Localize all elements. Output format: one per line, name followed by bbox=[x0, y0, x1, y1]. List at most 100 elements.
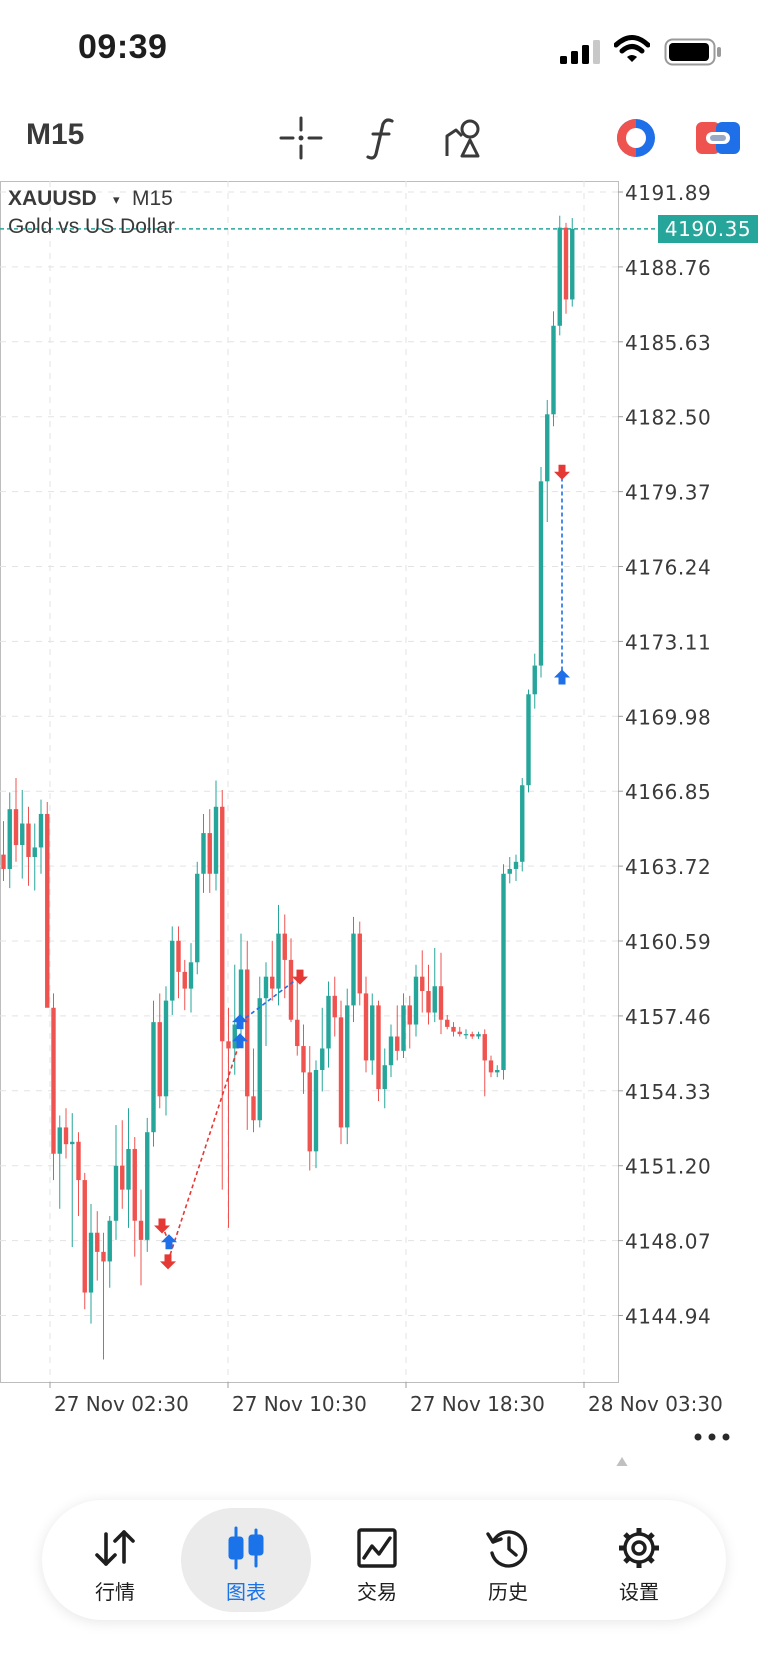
cellular-signal-icon bbox=[560, 40, 600, 64]
chart-toolbar: M15 bbox=[0, 100, 768, 180]
candle-bear bbox=[426, 991, 431, 1013]
candle-bull bbox=[513, 861, 519, 869]
bottom-navigation: 行情 图表 交易 历史 bbox=[42, 1500, 726, 1620]
y-tick-label: 4157.46 bbox=[625, 1005, 711, 1029]
candle-bull bbox=[20, 823, 25, 846]
candle-bull bbox=[313, 1069, 319, 1152]
symbol-dropdown-icon[interactable]: ▾ bbox=[113, 193, 120, 208]
chart-description: Gold vs US Dollar bbox=[8, 215, 175, 238]
connection-toggle-icon[interactable] bbox=[696, 120, 740, 156]
candle-bull bbox=[463, 1034, 469, 1036]
drawing-objects-icon[interactable] bbox=[442, 114, 490, 162]
candle-bear bbox=[182, 971, 187, 989]
candle-bull bbox=[38, 813, 44, 848]
wifi-icon bbox=[614, 35, 650, 62]
battery-icon bbox=[664, 38, 721, 66]
candle-bear bbox=[420, 976, 425, 992]
status-bar: 09:39 bbox=[0, 0, 768, 100]
candle-bear bbox=[332, 995, 337, 1018]
function-icon[interactable] bbox=[359, 114, 407, 162]
candle-bear bbox=[220, 806, 225, 1042]
candlestick-chart[interactable]: XAUUSD ▾ M15 Gold vs US Dollar 4191.89 41… bbox=[0, 181, 768, 1466]
candle-bear bbox=[132, 1148, 137, 1221]
candle-bull bbox=[107, 1220, 112, 1262]
y-tick-label: 4173.11 bbox=[625, 630, 711, 654]
buy-trade-arrow[interactable] bbox=[232, 1014, 248, 1030]
candle-bear bbox=[282, 933, 287, 960]
nav-label-history: 历史 bbox=[488, 1580, 528, 1604]
candle-bull bbox=[538, 481, 544, 666]
candle-bull bbox=[145, 1132, 150, 1240]
y-tick-label: 4176.24 bbox=[625, 556, 711, 580]
candle-bull bbox=[370, 1005, 375, 1061]
nav-item-history[interactable]: 历史 bbox=[443, 1508, 573, 1612]
account-icon[interactable] bbox=[614, 116, 658, 160]
candle-bear bbox=[51, 1007, 56, 1154]
quotes-arrows-icon bbox=[95, 1530, 135, 1566]
trade-connection-line bbox=[167, 1041, 241, 1262]
candle-bull bbox=[113, 1165, 119, 1221]
candle-bear bbox=[45, 813, 50, 1008]
candle-bear bbox=[82, 1180, 87, 1293]
more-options-icon[interactable] bbox=[690, 1425, 734, 1449]
candle-bull bbox=[188, 962, 194, 989]
candle-bear bbox=[451, 1026, 456, 1032]
chart-candles-icon bbox=[228, 1526, 264, 1570]
price-chart[interactable]: XAUUSD ▾ M15 Gold vs US Dollar 4191.89 41… bbox=[0, 181, 768, 1466]
timeframe-button[interactable]: M15 bbox=[26, 118, 85, 151]
candle-bull bbox=[557, 227, 562, 326]
sell-trade-arrow[interactable] bbox=[160, 1254, 176, 1270]
candle-bear bbox=[470, 1034, 475, 1037]
chart-shift-marker[interactable] bbox=[614, 1457, 630, 1466]
buy-trade-arrow[interactable] bbox=[232, 1033, 248, 1049]
candle-bull bbox=[170, 940, 175, 1001]
y-tick-label: 4182.50 bbox=[625, 406, 711, 430]
candle-bear bbox=[26, 823, 31, 858]
y-tick-label: 4154.33 bbox=[625, 1080, 711, 1104]
candle-bear bbox=[207, 833, 212, 874]
y-tick-label: 4151.20 bbox=[625, 1155, 711, 1179]
y-tick-label: 4163.72 bbox=[625, 855, 711, 879]
nav-item-quotes[interactable]: 行情 bbox=[50, 1508, 180, 1612]
x-tick-label: 27 Nov 02:30 bbox=[54, 1392, 189, 1416]
candle-bull bbox=[151, 1022, 156, 1133]
candle-bull bbox=[401, 1005, 406, 1051]
nav-item-settings[interactable]: 设置 bbox=[574, 1508, 704, 1612]
chart-symbol[interactable]: XAUUSD bbox=[8, 187, 97, 210]
candle-bear bbox=[1, 854, 6, 869]
candle-bull bbox=[163, 1000, 169, 1097]
candle-bull bbox=[238, 969, 244, 1025]
candle-bull bbox=[532, 665, 537, 695]
candle-bull bbox=[526, 694, 531, 786]
nav-item-trade[interactable]: 交易 bbox=[312, 1508, 442, 1612]
nav-label-quotes: 行情 bbox=[95, 1580, 135, 1604]
crosshair-icon[interactable] bbox=[277, 114, 325, 162]
candle-bull bbox=[232, 1024, 237, 1049]
candle-bull bbox=[545, 414, 550, 482]
buy-trade-arrow[interactable] bbox=[554, 669, 570, 685]
candle-bull bbox=[70, 1141, 75, 1145]
candle-bull bbox=[413, 976, 419, 1025]
candle-bear bbox=[270, 976, 275, 989]
chart-timeframe-label: M15 bbox=[132, 187, 173, 210]
candle-bull bbox=[326, 995, 331, 1049]
sell-trade-arrow[interactable] bbox=[292, 969, 308, 985]
y-tick-label: 4169.98 bbox=[625, 705, 711, 729]
candle-bear bbox=[363, 993, 369, 1061]
candle-bull bbox=[432, 986, 437, 1013]
buy-trade-arrow[interactable] bbox=[161, 1234, 177, 1250]
candle-bear bbox=[357, 933, 362, 994]
y-tick-label: 4144.94 bbox=[625, 1305, 711, 1329]
candle-bear bbox=[395, 1036, 400, 1051]
sell-trade-arrow[interactable] bbox=[154, 1218, 170, 1234]
nav-item-chart[interactable]: 图表 bbox=[181, 1508, 311, 1612]
candle-bull bbox=[320, 1048, 325, 1070]
candle-bear bbox=[407, 1005, 412, 1025]
trade-connection-line bbox=[239, 976, 301, 1023]
y-tick-label: 4191.89 bbox=[625, 181, 711, 205]
candle-bull bbox=[476, 1034, 481, 1037]
sell-trade-arrow[interactable] bbox=[554, 464, 570, 480]
candle-bull bbox=[57, 1127, 62, 1154]
candle-bull bbox=[345, 1005, 350, 1128]
candle-bear bbox=[338, 1017, 344, 1128]
